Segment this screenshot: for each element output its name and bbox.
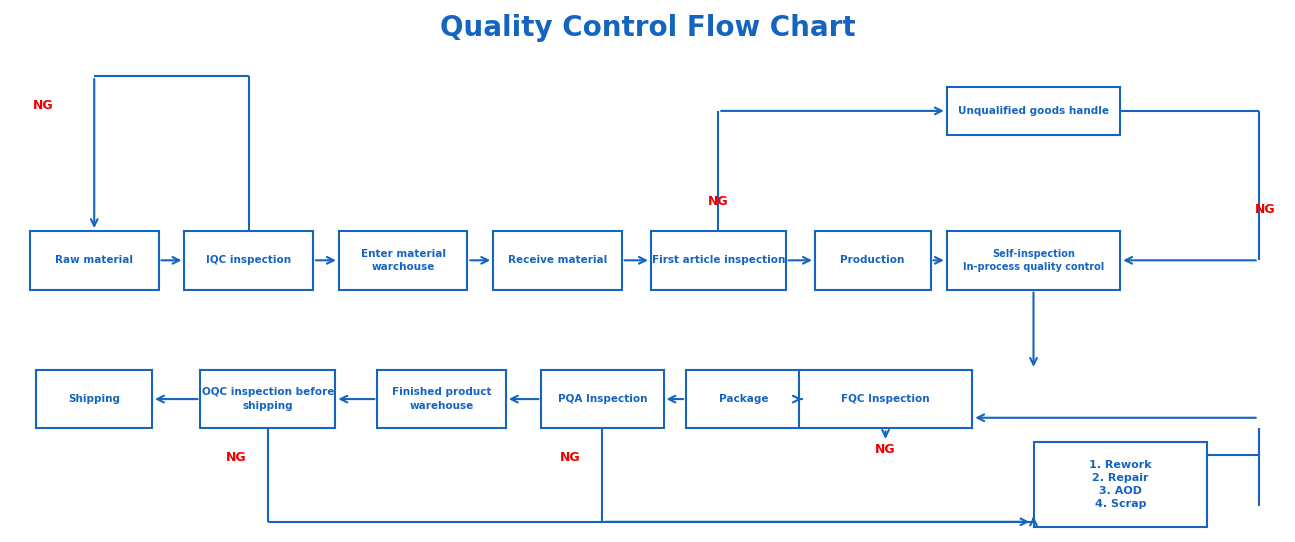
Text: Finished product
warehouse: Finished product warehouse	[392, 388, 491, 411]
FancyBboxPatch shape	[339, 231, 467, 289]
FancyBboxPatch shape	[541, 370, 663, 428]
Text: NG: NG	[559, 451, 580, 464]
Text: Self-inspection
In-process quality control: Self-inspection In-process quality contr…	[963, 249, 1105, 272]
Text: OQC inspection before
shipping: OQC inspection before shipping	[202, 388, 334, 411]
Text: Receive material: Receive material	[508, 255, 607, 266]
FancyBboxPatch shape	[815, 231, 931, 289]
Text: Production: Production	[840, 255, 905, 266]
FancyBboxPatch shape	[36, 370, 152, 428]
Text: Raw material: Raw material	[56, 255, 133, 266]
FancyBboxPatch shape	[201, 370, 335, 428]
Text: 1. Rework
2. Repair
3. AOD
4. Scrap: 1. Rework 2. Repair 3. AOD 4. Scrap	[1089, 460, 1151, 509]
FancyBboxPatch shape	[799, 370, 973, 428]
FancyBboxPatch shape	[493, 231, 622, 289]
Text: Quality Control Flow Chart: Quality Control Flow Chart	[440, 14, 855, 42]
Text: First article inspection: First article inspection	[651, 255, 785, 266]
Text: Unqualified goods handle: Unqualified goods handle	[958, 106, 1109, 116]
Text: NG: NG	[1255, 203, 1276, 216]
FancyBboxPatch shape	[30, 231, 158, 289]
FancyBboxPatch shape	[947, 87, 1120, 135]
FancyBboxPatch shape	[1033, 442, 1207, 527]
Text: FQC Inspection: FQC Inspection	[842, 394, 930, 404]
Text: NG: NG	[32, 99, 53, 112]
Text: Shipping: Shipping	[69, 394, 120, 404]
Text: Enter material
warchouse: Enter material warchouse	[360, 249, 445, 272]
FancyBboxPatch shape	[650, 231, 786, 289]
Text: NG: NG	[708, 195, 729, 208]
FancyBboxPatch shape	[377, 370, 506, 428]
FancyBboxPatch shape	[686, 370, 802, 428]
Text: Package: Package	[719, 394, 769, 404]
Text: IQC inspection: IQC inspection	[206, 255, 291, 266]
FancyBboxPatch shape	[184, 231, 313, 289]
FancyBboxPatch shape	[947, 231, 1120, 289]
Text: NG: NG	[225, 451, 246, 464]
Text: NG: NG	[875, 443, 896, 456]
Text: PQA Inspection: PQA Inspection	[558, 394, 648, 404]
